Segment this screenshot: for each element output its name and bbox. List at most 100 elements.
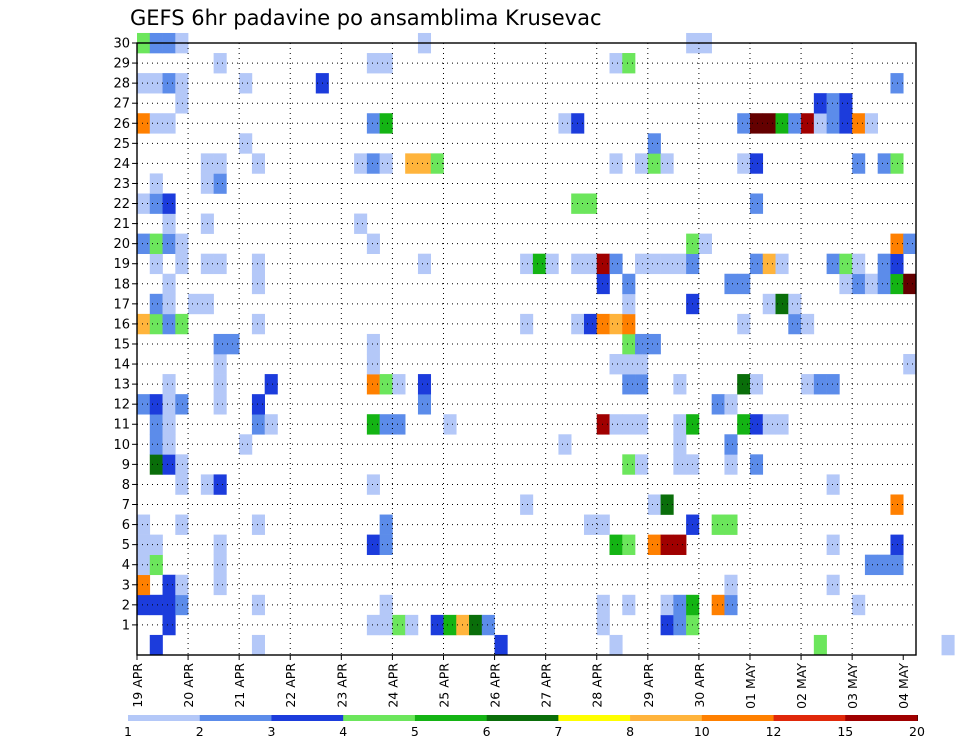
x-tick-label: 30 APR	[692, 663, 707, 708]
precip-cell	[724, 273, 738, 295]
precip-cell	[609, 634, 623, 656]
precip-cell	[379, 414, 393, 435]
x-tick-label: 03 MAY	[845, 663, 860, 709]
precip-cell	[864, 273, 878, 295]
precip-cell	[366, 233, 380, 254]
precip-cell	[749, 454, 764, 475]
precip-cell	[877, 153, 891, 174]
legend-swatch	[630, 715, 703, 721]
precip-cell	[749, 374, 764, 395]
precip-cell	[366, 414, 380, 435]
precip-cell	[635, 454, 649, 475]
precip-cell	[596, 594, 610, 616]
precip-cell	[890, 494, 904, 515]
precip-cell	[443, 614, 457, 636]
precip-cell	[137, 514, 151, 535]
precip-cell	[852, 153, 866, 174]
y-tick-label: 22	[113, 197, 130, 212]
precip-cell	[813, 93, 827, 114]
precip-cell	[583, 193, 598, 214]
y-tick-label: 5	[122, 538, 130, 553]
precip-cell	[724, 514, 738, 535]
precip-cell	[635, 414, 649, 435]
precip-cell	[635, 354, 649, 375]
precip-cell	[698, 233, 712, 254]
precip-cell	[737, 153, 751, 174]
y-tick-label: 10	[113, 438, 130, 453]
precip-cell	[583, 514, 598, 535]
precip-cell	[162, 293, 176, 315]
precip-cell	[635, 333, 649, 355]
precip-cell	[162, 394, 176, 415]
precip-cell	[149, 394, 163, 415]
precip-cell	[251, 634, 265, 656]
legend-swatch	[271, 715, 344, 721]
precip-cell	[149, 193, 163, 214]
y-tick-label: 24	[113, 157, 130, 172]
precip-cell	[622, 374, 636, 395]
precip-cell	[609, 354, 623, 375]
x-tick-label: 01 MAY	[743, 663, 758, 709]
precip-cell	[890, 554, 904, 576]
x-tick-label: 19 APR	[130, 663, 145, 708]
x-tick-label: 24 APR	[385, 663, 400, 708]
y-tick-label: 9	[122, 458, 130, 473]
precip-cell	[711, 514, 725, 535]
precip-cell	[188, 293, 202, 315]
x-tick-label: 27 APR	[539, 663, 554, 708]
precip-cell	[137, 313, 151, 335]
precip-cell	[162, 273, 176, 295]
precip-cell	[583, 313, 598, 335]
legend-label: 10	[694, 724, 710, 739]
precip-cell	[366, 374, 380, 395]
x-tick-label: 02 MAY	[794, 663, 809, 709]
precip-cell	[673, 534, 687, 555]
precip-cell	[213, 474, 227, 495]
y-tick-label: 28	[113, 77, 130, 92]
precip-cell	[366, 614, 380, 636]
precip-cell	[877, 273, 891, 295]
y-tick-label: 25	[113, 137, 130, 152]
legend: 1 2 3 4 5 6 7 8 10 12 15 20	[124, 715, 925, 739]
precip-cell	[162, 614, 176, 636]
precip-cell	[149, 113, 163, 134]
legend-label: 4	[339, 724, 347, 739]
precip-cell	[137, 193, 151, 214]
precip-cell	[711, 394, 725, 415]
precip-cell	[864, 554, 878, 576]
precip-cell	[826, 474, 840, 495]
precip-cell	[137, 73, 151, 94]
precip-cell	[673, 414, 687, 435]
precip-cell	[788, 293, 802, 315]
precip-cell	[890, 153, 904, 174]
y-tick-label: 6	[122, 518, 130, 533]
precip-cell	[826, 374, 840, 395]
legend-label: 1	[124, 724, 132, 739]
precip-cell	[162, 454, 176, 475]
precip-cell	[162, 374, 176, 395]
precip-cell	[162, 233, 176, 254]
legend-swatch	[917, 715, 918, 721]
y-tick-label: 3	[122, 578, 130, 593]
precip-cell	[213, 574, 227, 596]
precip-cell	[162, 594, 176, 616]
y-tick-label: 29	[113, 57, 130, 72]
precip-cell	[264, 374, 278, 395]
precip-cell	[149, 233, 163, 254]
precip-cell	[239, 133, 253, 154]
precip-cell	[647, 494, 661, 515]
y-tick-label: 2	[122, 598, 130, 613]
legend-label: 20	[909, 724, 925, 739]
precip-cell	[609, 53, 623, 74]
legend-label: 15	[837, 724, 853, 739]
precip-cell	[596, 273, 610, 295]
precip-cell	[417, 394, 432, 415]
precip-cell	[877, 554, 891, 576]
precip-cell	[737, 313, 751, 335]
y-tick-label: 21	[113, 217, 130, 232]
cells-layer	[137, 32, 955, 656]
precip-cell	[213, 153, 227, 174]
precip-cell	[622, 354, 636, 375]
precip-cell	[890, 233, 904, 254]
precip-cell	[762, 293, 776, 315]
